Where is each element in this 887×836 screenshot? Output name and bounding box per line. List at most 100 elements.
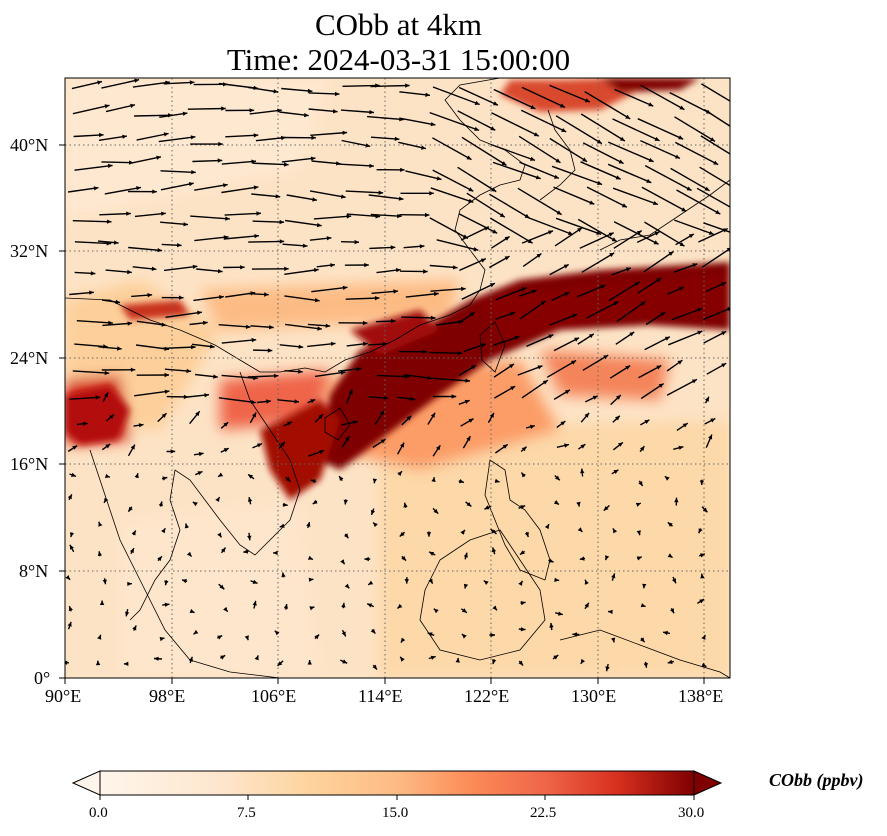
wind-arrow-head	[127, 581, 132, 586]
wind-arrow-head	[390, 245, 396, 250]
wind-arrow-head	[97, 634, 102, 640]
wind-arrow-shaft	[193, 295, 224, 302]
wind-arrow-head	[564, 292, 570, 297]
wind-arrow-head	[520, 550, 525, 555]
wind-arrow-shaft	[342, 84, 380, 87]
wind-arrow-head	[701, 662, 707, 667]
wind-arrow-head	[615, 175, 621, 180]
wind-arrow-shaft	[284, 268, 319, 275]
wind-arrow-head	[473, 247, 479, 252]
wind-arrow-head	[275, 194, 281, 199]
wind-arrow-shaft	[221, 339, 257, 344]
wind-arrow-head	[428, 578, 433, 584]
wind-arrow-head	[580, 444, 586, 449]
wind-arrow-shaft	[314, 371, 346, 378]
wind-arrow-head	[330, 263, 335, 268]
wind-arrow-head	[608, 609, 613, 615]
wind-arrow-head	[183, 394, 189, 400]
wind-arrow-head	[215, 497, 220, 502]
wind-arrow-head	[490, 529, 496, 534]
wind-arrow-head	[588, 333, 594, 339]
wind-arrow-head	[600, 284, 606, 289]
wind-arrow-head	[378, 190, 384, 195]
wind-arrow-shaft	[74, 241, 112, 245]
wind-arrow-head	[474, 100, 480, 105]
wind-arrow-shaft	[311, 286, 348, 293]
wind-arrow-head	[294, 399, 299, 404]
wind-arrow-head	[554, 577, 560, 582]
wind-arrow-head	[589, 200, 595, 205]
wind-arrow-head	[115, 299, 121, 305]
wind-arrow-head	[548, 334, 554, 339]
wind-arrow-head	[342, 659, 348, 664]
wind-arrow-head	[95, 660, 101, 666]
wind-arrow-head	[403, 502, 408, 508]
wind-arrow-shaft	[553, 186, 595, 205]
wind-arrow-head	[675, 154, 680, 159]
wind-arrow-head	[608, 232, 614, 237]
wind-arrow-head	[127, 269, 132, 275]
wind-arrow-head	[362, 320, 368, 326]
wind-arrow-head	[245, 324, 251, 329]
wind-arrow-shaft	[553, 337, 580, 352]
wind-arrow-shaft	[160, 346, 196, 350]
wind-arrow-head	[457, 351, 463, 356]
wind-arrow-head	[648, 102, 654, 107]
wind-arrow-head	[625, 365, 631, 370]
wind-arrow-shaft	[430, 187, 474, 203]
wind-arrow-shaft	[432, 377, 471, 382]
wind-arrow-head	[677, 360, 683, 365]
lat-tick-label: 40°N	[10, 135, 49, 155]
wind-arrow-head	[422, 349, 428, 354]
wind-arrow-shaft	[461, 282, 496, 300]
wind-arrow-head	[636, 530, 641, 536]
wind-arrow-head	[490, 126, 496, 131]
wind-arrow-head	[240, 265, 245, 270]
wind-arrow-shaft	[102, 322, 133, 327]
wind-arrow-head	[339, 476, 344, 481]
wind-arrow-shaft	[286, 194, 318, 201]
colorbar-label: CObb (ppbv)	[769, 770, 864, 790]
wind-arrow-shaft	[429, 217, 469, 240]
wind-arrow-shaft	[134, 390, 170, 397]
wind-arrow-head	[184, 523, 189, 529]
wind-arrow-shaft	[457, 110, 496, 131]
wind-arrow-shaft	[613, 221, 659, 245]
wind-arrow-head	[584, 579, 589, 585]
wind-arrow-head	[269, 325, 274, 330]
wind-arrow-head	[273, 373, 279, 378]
wind-arrow-shaft	[73, 134, 104, 138]
wind-arrow-head	[225, 216, 230, 221]
wind-arrow-shaft	[608, 141, 654, 163]
wind-arrow-head	[131, 530, 136, 536]
wind-arrow-shaft	[285, 323, 322, 330]
wind-arrow-head	[424, 212, 430, 218]
wind-arrow-head	[697, 330, 703, 335]
wind-arrow-head	[560, 103, 565, 108]
wind-arrow-head	[336, 161, 341, 166]
wind-arrow-head	[656, 365, 662, 370]
wind-arrow-shaft	[160, 221, 189, 226]
wind-arrow-shaft	[460, 226, 490, 241]
wind-arrow-head	[183, 222, 188, 227]
wind-arrow-shaft	[676, 189, 721, 215]
wind-arrow-head	[380, 439, 386, 444]
wind-arrow-head	[307, 555, 313, 560]
wind-arrow-head	[611, 237, 617, 242]
wind-arrow-shaft	[311, 160, 341, 165]
wind-arrow-shaft	[519, 161, 560, 180]
wind-arrow-head	[686, 186, 692, 191]
wind-arrow-shaft	[368, 194, 404, 200]
wind-arrow-head	[67, 621, 72, 627]
wind-arrow-shaft	[129, 156, 162, 165]
wind-arrow-head	[584, 412, 590, 418]
wind-arrow-shaft	[517, 187, 562, 216]
wind-arrow-head	[577, 227, 583, 233]
wind-arrow-head	[267, 348, 273, 353]
wind-arrow-head	[164, 389, 170, 394]
wind-arrow-head	[611, 573, 616, 579]
wind-arrow-head	[383, 395, 388, 401]
wind-arrow-head	[90, 271, 96, 276]
wind-arrow-head	[430, 122, 436, 127]
